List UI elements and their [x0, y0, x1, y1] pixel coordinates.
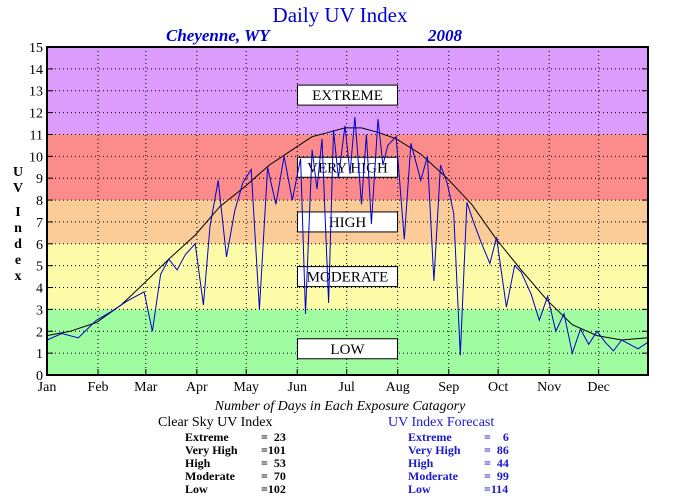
forecast-line — [46, 116, 649, 356]
y-tick-label: 7 — [36, 216, 43, 231]
count-row: Moderate = 99 — [408, 469, 509, 483]
forecast-counts: UV Index Forecast Extreme = 6 Very High = … — [388, 415, 509, 496]
y-label-letter: x — [15, 269, 22, 284]
count-row: Very High =101 — [185, 443, 286, 457]
x-tick-label: Jul — [339, 380, 355, 395]
y-tick-label: 8 — [36, 194, 43, 209]
y-tick-label: 11 — [30, 128, 43, 143]
x-tick-label: Jan — [38, 380, 57, 395]
y-label-letter: I — [15, 205, 20, 220]
count-row: Low =102 — [185, 482, 286, 496]
band-label: EXTREME — [312, 88, 383, 104]
y-tick-label: 13 — [29, 85, 43, 100]
band-label-box — [297, 211, 398, 233]
band-label: MODERATE — [307, 270, 389, 286]
x-tick-label: Sep — [438, 380, 459, 395]
count-row: Low =114 — [408, 482, 509, 496]
y-label-letter: V — [13, 181, 23, 196]
x-tick-label: Apr — [186, 380, 208, 395]
chart-location: Cheyenne, WY — [166, 26, 270, 45]
band-label-box — [297, 338, 398, 360]
plot-frame — [46, 46, 649, 376]
band-label-box — [297, 266, 398, 288]
band-label: LOW — [330, 342, 365, 358]
y-tick-label: 14 — [29, 63, 43, 78]
band-label: HIGH — [329, 215, 367, 231]
y-label-letter: d — [14, 237, 22, 252]
count-row: Extreme = 6 — [408, 430, 509, 444]
x-tick-label: Mar — [134, 380, 158, 395]
y-tick-label: 2 — [36, 325, 43, 340]
count-row: High = 44 — [408, 456, 509, 470]
y-tick-label: 15 — [29, 41, 43, 56]
band-label-box — [297, 84, 398, 106]
x-tick-label: Aug — [386, 380, 410, 395]
clear-sky-title: Clear Sky UV Index — [158, 415, 273, 430]
x-tick-label: Oct — [488, 380, 508, 395]
count-row: Extreme = 23 — [185, 430, 286, 444]
counts-heading: Number of Days in Each Exposure Catagory — [214, 399, 466, 414]
x-tick-label: Jun — [288, 380, 307, 395]
x-tick-label: May — [233, 380, 259, 395]
y-tick-label: 0 — [36, 369, 43, 384]
y-tick-label: 12 — [29, 107, 43, 122]
x-tick-label: Nov — [537, 380, 561, 395]
x-tick-label: Dec — [587, 380, 610, 395]
forecast-title: UV Index Forecast — [388, 415, 495, 430]
y-label-letter: n — [14, 221, 22, 236]
y-tick-label: 6 — [36, 238, 43, 253]
x-axis: Jan Feb Mar Apr May Jun Jul Aug Sep Oct Nov Dec — [38, 369, 610, 395]
y-label-letter: e — [15, 253, 21, 268]
count-row: Moderate = 70 — [185, 469, 286, 483]
count-row: Very High = 86 — [408, 443, 509, 457]
y-tick-label: 3 — [36, 303, 43, 318]
series-lines — [46, 116, 649, 356]
y-tick-label: 10 — [29, 150, 43, 165]
y-tick-label: 4 — [36, 282, 43, 297]
count-row: High = 53 — [185, 456, 286, 470]
y-tick-label: 5 — [36, 260, 43, 275]
chart-title: Daily UV Index — [272, 3, 408, 27]
x-tick-label: Feb — [88, 380, 109, 395]
y-tick-label: 1 — [36, 347, 43, 362]
y-tick-label: 9 — [36, 172, 43, 187]
clear-sky-counts: Clear Sky UV Index Extreme = 23 Very High… — [158, 415, 286, 496]
y-label-letter: U — [13, 165, 23, 180]
chart-year: 2008 — [428, 26, 462, 45]
